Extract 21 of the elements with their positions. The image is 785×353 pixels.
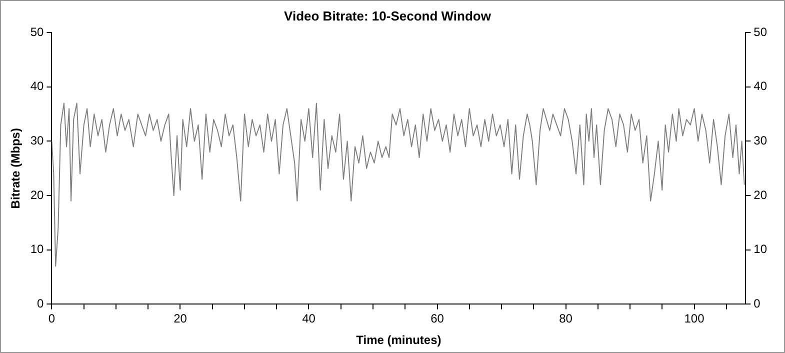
x-tick-label: 60 [430, 312, 444, 326]
x-tick-label: 0 [48, 312, 56, 326]
y-tick-label: 10 [30, 242, 44, 256]
y-tick-label: 50 [30, 24, 44, 39]
x-tick-label: 40 [302, 312, 316, 326]
x-axis-title: Time (minutes) [356, 333, 442, 348]
chart-title: Video Bitrate: 10-Second Window [284, 8, 492, 24]
y-tick-label: 0 [37, 296, 44, 311]
x-tick-label: 100 [684, 312, 705, 326]
y2-tick-label: 20 [754, 188, 768, 202]
y-tick-label: 30 [30, 134, 44, 148]
y2-tick-label: 30 [754, 134, 768, 148]
y-tick-label: 20 [30, 188, 44, 202]
y-axis-title: Bitrate (Mbps) [8, 128, 23, 209]
y2-tick-label: 10 [754, 242, 768, 256]
y2-tick-label: 0 [754, 296, 761, 311]
y2-tick-label: 50 [754, 24, 768, 39]
y2-tick-label: 40 [754, 79, 768, 94]
y-tick-label: 40 [30, 79, 44, 94]
x-tick-label: 20 [174, 312, 188, 326]
x-tick-label: 80 [559, 312, 573, 326]
